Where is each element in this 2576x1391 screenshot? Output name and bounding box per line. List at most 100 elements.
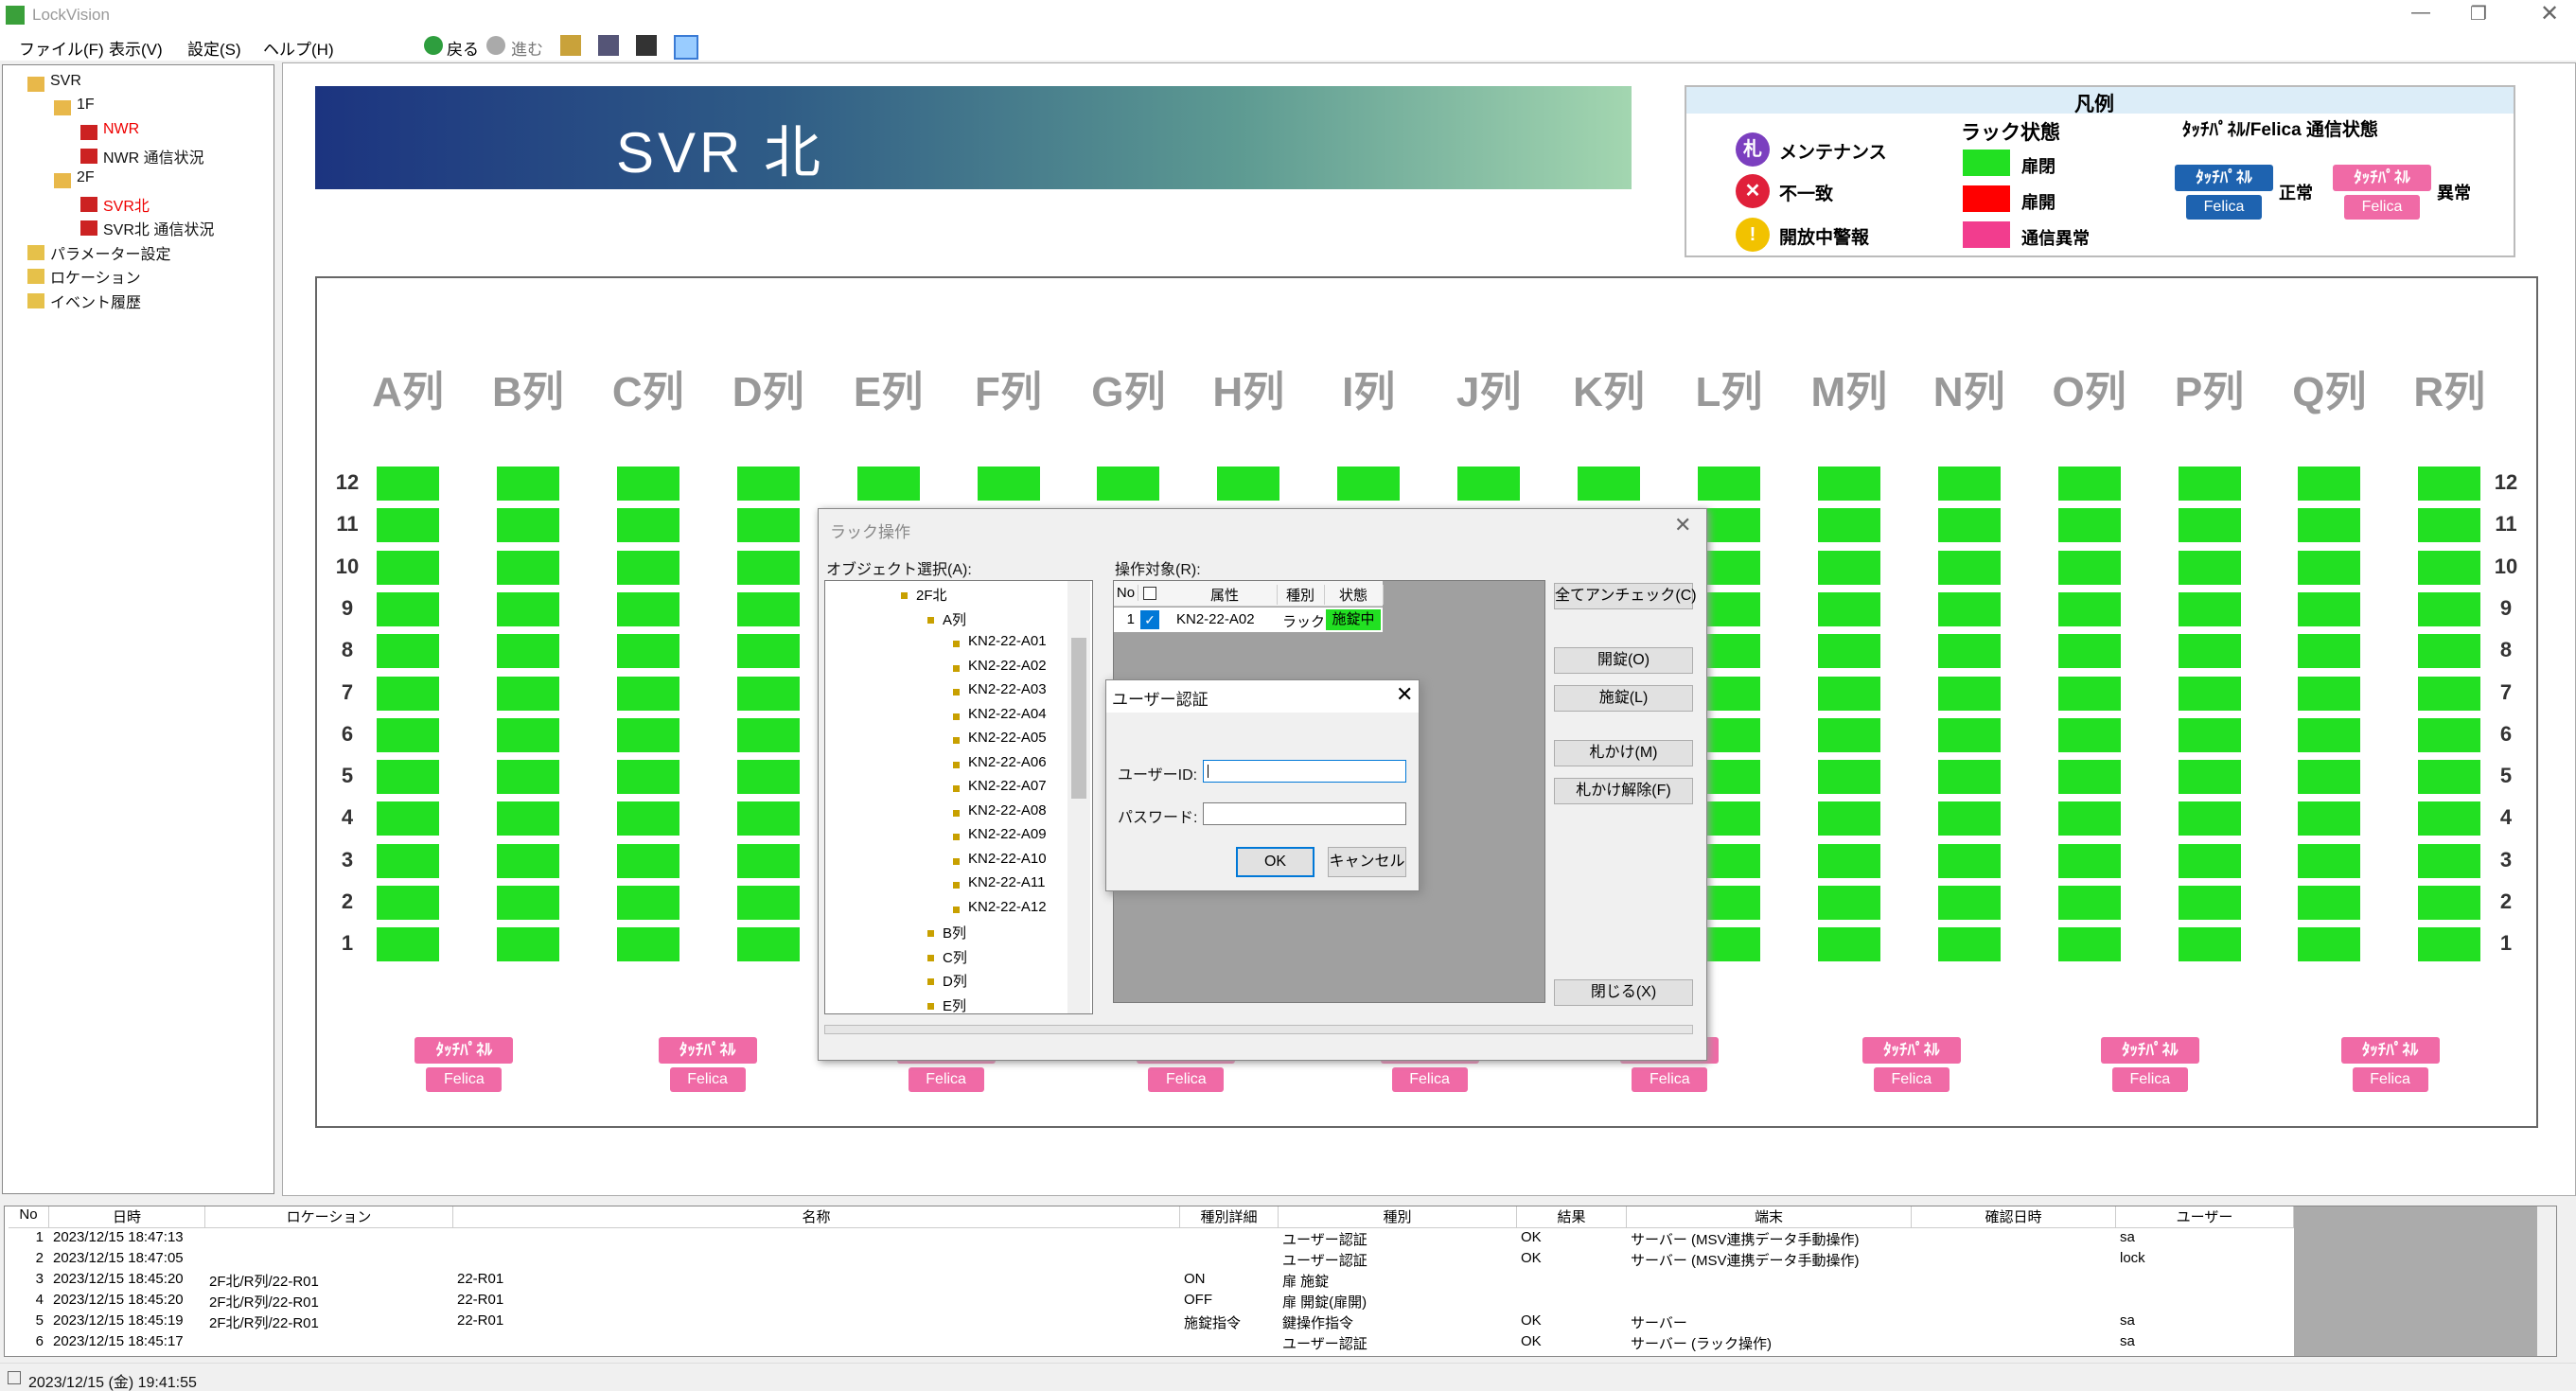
rack-slot[interactable]: [2178, 886, 2241, 920]
menu-item[interactable]: ファイル(F): [19, 41, 104, 59]
rack-slot[interactable]: [2418, 591, 2481, 626]
rack-slot[interactable]: [2178, 467, 2241, 501]
rack-slot[interactable]: [616, 676, 679, 711]
rack-slot[interactable]: [2298, 634, 2361, 669]
rack-slot[interactable]: [2418, 717, 2481, 752]
tree-node[interactable]: KN2-22-A07: [968, 778, 1047, 794]
rack-slot[interactable]: [377, 591, 439, 626]
tree-item[interactable]: イベント履歴: [50, 294, 142, 311]
rack-slot[interactable]: [2418, 467, 2481, 501]
rack-slot[interactable]: [1937, 508, 2001, 543]
rack-slot[interactable]: [496, 717, 559, 752]
rack-slot[interactable]: [496, 676, 559, 711]
rack-slot[interactable]: [2418, 801, 2481, 836]
tree-item[interactable]: ロケーション: [50, 271, 141, 288]
panel-group[interactable]: ﾀｯﾁﾊﾟﾈﾙ Felica: [2340, 1037, 2440, 1098]
rack-slot[interactable]: [736, 801, 800, 836]
rack-slot[interactable]: [616, 886, 679, 920]
rack-slot[interactable]: [377, 927, 439, 962]
rack-slot[interactable]: [2298, 467, 2361, 501]
rack-slot[interactable]: [2057, 927, 2121, 962]
rack-slot[interactable]: [377, 634, 439, 669]
tree-item[interactable]: NWR 通信状況: [103, 150, 204, 167]
rack-slot[interactable]: [2057, 550, 2121, 585]
tree-item[interactable]: SVR: [50, 73, 81, 89]
rack-slot[interactable]: [496, 467, 559, 501]
action-button[interactable]: 札かけ解除(F): [1554, 778, 1693, 804]
rack-slot[interactable]: [1937, 550, 2001, 585]
rack-slot[interactable]: [2178, 591, 2241, 626]
rack-slot[interactable]: [1697, 550, 1760, 585]
rack-slot[interactable]: [736, 760, 800, 795]
rack-slot[interactable]: [2057, 634, 2121, 669]
rack-slot[interactable]: [1817, 886, 1880, 920]
rack-slot[interactable]: [616, 717, 679, 752]
rack-slot[interactable]: [1937, 634, 2001, 669]
rack-slot[interactable]: [2298, 676, 2361, 711]
rack-slot[interactable]: [736, 927, 800, 962]
rack-slot[interactable]: [496, 634, 559, 669]
password-input[interactable]: [1203, 802, 1406, 825]
rack-slot[interactable]: [1697, 676, 1760, 711]
cancel-button[interactable]: キャンセル: [1328, 847, 1406, 877]
rack-slot[interactable]: [2178, 508, 2241, 543]
rack-slot[interactable]: [1817, 927, 1880, 962]
rack-slot[interactable]: [496, 760, 559, 795]
rack-slot[interactable]: [616, 550, 679, 585]
rack-slot[interactable]: [977, 467, 1040, 501]
rack-slot[interactable]: [616, 801, 679, 836]
toolbar-button[interactable]: 進む: [511, 41, 543, 59]
rack-slot[interactable]: [616, 634, 679, 669]
rack-slot[interactable]: [2298, 591, 2361, 626]
tree-node[interactable]: KN2-22-A04: [968, 705, 1047, 722]
rack-slot[interactable]: [2178, 801, 2241, 836]
menu-item[interactable]: 設定(S): [187, 41, 241, 59]
tree-node[interactable]: KN2-22-A11: [968, 874, 1046, 890]
rack-slot[interactable]: [2057, 886, 2121, 920]
toolbar-icon[interactable]: [560, 35, 581, 56]
panel-group[interactable]: ﾀｯﾁﾊﾟﾈﾙ Felica: [415, 1037, 514, 1098]
rack-slot[interactable]: [2057, 801, 2121, 836]
rack-slot[interactable]: [2418, 634, 2481, 669]
rack-slot[interactable]: [2298, 801, 2361, 836]
action-button[interactable]: 開錠(O): [1554, 647, 1693, 674]
rack-slot[interactable]: [2057, 760, 2121, 795]
rack-slot[interactable]: [2418, 843, 2481, 878]
tree-node[interactable]: C列: [943, 949, 967, 966]
rack-slot[interactable]: [1937, 717, 2001, 752]
rack-slot[interactable]: [2418, 927, 2481, 962]
rack-slot[interactable]: [377, 760, 439, 795]
rack-slot[interactable]: [2418, 508, 2481, 543]
tree-item[interactable]: パラメーター設定: [50, 246, 171, 263]
rack-slot[interactable]: [736, 634, 800, 669]
rack-slot[interactable]: [2418, 760, 2481, 795]
tree-item[interactable]: 1F: [77, 97, 95, 114]
tree-node[interactable]: KN2-22-A05: [968, 730, 1047, 746]
rack-slot[interactable]: [1697, 467, 1760, 501]
rack-slot[interactable]: [2178, 717, 2241, 752]
rack-slot[interactable]: [2178, 550, 2241, 585]
rack-slot[interactable]: [1937, 927, 2001, 962]
menu-item[interactable]: 表示(V): [109, 41, 163, 59]
rack-slot[interactable]: [616, 927, 679, 962]
rack-slot[interactable]: [1817, 467, 1880, 501]
tree-node[interactable]: KN2-22-A12: [968, 898, 1047, 915]
rack-slot[interactable]: [1697, 717, 1760, 752]
rack-slot[interactable]: [1697, 927, 1760, 962]
action-button[interactable]: 全てアンチェック(C): [1554, 583, 1697, 609]
rack-slot[interactable]: [377, 843, 439, 878]
toolbar-button[interactable]: 戻る: [447, 41, 479, 59]
rack-slot[interactable]: [736, 508, 800, 543]
rack-slot[interactable]: [2298, 843, 2361, 878]
rack-slot[interactable]: [1697, 801, 1760, 836]
rack-slot[interactable]: [2298, 886, 2361, 920]
rack-slot[interactable]: [1817, 760, 1880, 795]
rack-slot[interactable]: [1817, 801, 1880, 836]
tree-node[interactable]: KN2-22-A08: [968, 801, 1047, 819]
rack-slot[interactable]: [1817, 634, 1880, 669]
rack-slot[interactable]: [1578, 467, 1640, 501]
tree-node[interactable]: D列: [943, 974, 967, 990]
scrollbar[interactable]: [1067, 581, 1090, 1013]
rack-slot[interactable]: [2057, 467, 2121, 501]
rack-slot[interactable]: [2057, 508, 2121, 543]
